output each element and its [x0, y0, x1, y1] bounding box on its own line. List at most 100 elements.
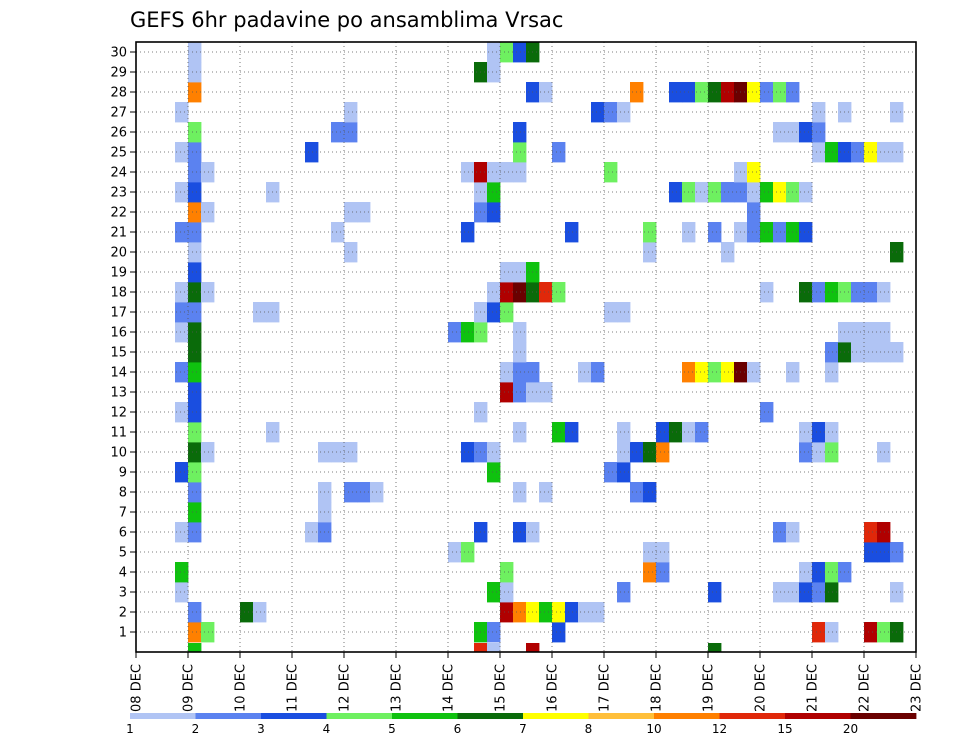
heatmap-cell	[500, 602, 514, 623]
heatmap-cell	[513, 262, 527, 283]
heatmap-cell	[799, 182, 813, 203]
heatmap-cell	[201, 202, 215, 223]
heatmap-cell	[864, 282, 878, 303]
heatmap-cell	[617, 422, 631, 443]
heatmap-cell	[552, 622, 566, 643]
heatmap-cell	[747, 362, 761, 383]
heatmap-cell	[877, 142, 891, 163]
heatmap-cell	[500, 162, 514, 183]
heatmap-cell	[760, 182, 774, 203]
legend-label: 8	[585, 722, 593, 736]
heatmap-cell	[812, 422, 826, 443]
heatmap-cell	[487, 162, 501, 183]
heatmap-cell	[643, 562, 657, 583]
heatmap-cell	[188, 302, 202, 323]
heatmap-cell	[747, 162, 761, 183]
y-tick-label: 15	[110, 346, 127, 361]
legend-swatch	[457, 713, 524, 719]
heatmap-cell	[617, 462, 631, 483]
legend-swatch	[261, 713, 327, 719]
legend-swatch	[654, 713, 720, 719]
y-tick-label: 5	[119, 546, 127, 561]
legend-swatch	[850, 713, 917, 719]
chart-title: GEFS 6hr padavine po ansamblima Vrsac	[130, 8, 563, 32]
heatmap-cell	[773, 122, 787, 143]
heatmap-cell	[877, 282, 891, 303]
heatmap-cell	[812, 122, 826, 143]
heatmap-cell	[656, 442, 670, 463]
heatmap-cell	[760, 82, 774, 103]
heatmap-cell	[708, 182, 722, 203]
heatmap-cell	[669, 82, 683, 103]
y-tick-label: 25	[110, 146, 127, 161]
heatmap-cell	[175, 522, 189, 543]
legend-label: 15	[777, 722, 792, 736]
legend-swatch	[392, 713, 458, 719]
legend-label: 5	[388, 722, 396, 736]
heatmap-cell	[760, 402, 774, 423]
heatmap-cell	[487, 42, 501, 63]
heatmap-cell	[487, 643, 501, 652]
heatmap-cell	[617, 302, 631, 323]
legend-label: 20	[843, 722, 858, 736]
heatmap-cell	[864, 322, 878, 343]
x-tick-label: 13 DEC	[390, 664, 405, 712]
heatmap-cell	[513, 142, 527, 163]
heatmap-cell	[864, 342, 878, 363]
y-tick-label: 14	[110, 366, 127, 381]
heatmap-cell	[188, 62, 202, 83]
grid-lines	[136, 42, 916, 652]
x-tick-label: 20 DEC	[754, 664, 769, 712]
heatmap-cell	[331, 442, 345, 463]
heatmap-cell	[344, 202, 358, 223]
x-axis-ticks: 08 DEC 09 DEC 10 DEC 11 DEC 12 DEC 13 DEC 14 D…	[130, 652, 925, 712]
heatmap-cell	[175, 322, 189, 343]
heatmap-cell	[877, 522, 891, 543]
y-axis-ticks: 1234567891011121314151617181920212223242…	[110, 46, 136, 641]
heatmap-cell	[201, 622, 215, 643]
heatmap-cell	[721, 242, 735, 263]
x-tick-label: 15 DEC	[494, 664, 509, 712]
y-tick-label: 24	[110, 166, 127, 181]
x-tick-label: 12 DEC	[338, 664, 353, 712]
y-tick-label: 16	[110, 326, 127, 341]
heatmap-cell	[253, 302, 267, 323]
heatmap-cell	[513, 422, 527, 443]
heatmap-cell	[357, 482, 371, 503]
legend-label: 7	[519, 722, 527, 736]
heatmap-cell	[188, 82, 202, 103]
heatmap-cell	[188, 622, 202, 643]
heatmap-cell	[825, 622, 839, 643]
legend-swatch	[588, 713, 655, 719]
heatmap-cell	[188, 382, 202, 403]
heatmap-cell	[500, 42, 514, 63]
heatmap-cell	[253, 602, 267, 623]
heatmap-cell	[812, 582, 826, 603]
heatmap-cell	[188, 182, 202, 203]
heatmap-cell	[344, 442, 358, 463]
legend-label: 4	[323, 722, 331, 736]
heatmap-cell	[864, 542, 878, 563]
heatmap-cell	[487, 282, 501, 303]
heatmap-cell	[188, 202, 202, 223]
y-tick-label: 9	[119, 466, 127, 481]
x-tick-label: 08 DEC	[130, 664, 145, 712]
heatmap-cell	[747, 222, 761, 243]
heatmap-cell	[747, 182, 761, 203]
heatmap-cell	[188, 422, 202, 443]
y-tick-label: 10	[110, 446, 127, 461]
heatmap-cell	[721, 362, 735, 383]
heatmap-cell	[175, 142, 189, 163]
x-tick-label: 21 DEC	[806, 664, 821, 712]
y-tick-label: 12	[110, 406, 127, 421]
heatmap-cell	[188, 42, 202, 63]
heatmap-cell	[539, 282, 553, 303]
heatmap-cell	[617, 582, 631, 603]
heatmap-cell	[812, 142, 826, 163]
legend-swatch	[523, 713, 589, 719]
heatmap-cell	[552, 602, 566, 623]
x-tick-label: 16 DEC	[546, 664, 561, 712]
heatmap-cell	[656, 562, 670, 583]
heatmap-cell	[708, 222, 722, 243]
